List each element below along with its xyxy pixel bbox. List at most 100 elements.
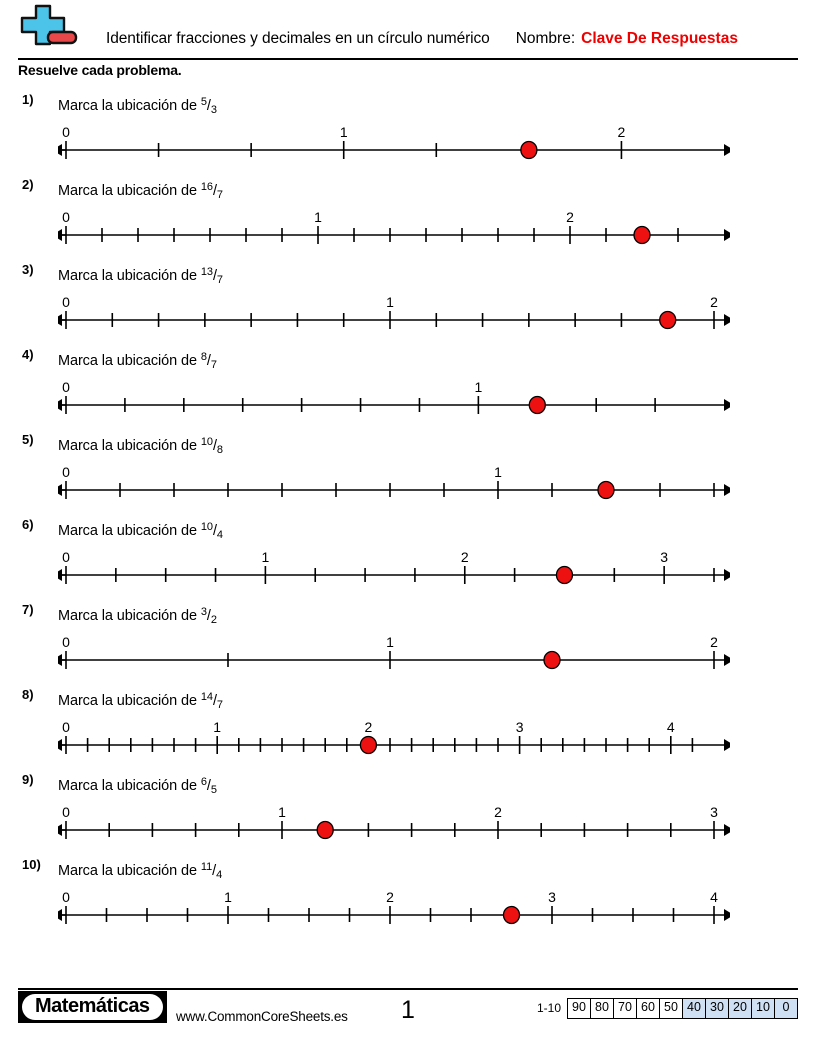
- number-line[interactable]: 0 1 2 3: [58, 798, 730, 846]
- fraction-denominator: 3: [210, 104, 217, 116]
- score-cell[interactable]: 0: [775, 999, 797, 1018]
- answer-dot[interactable]: [316, 820, 334, 840]
- number-line[interactable]: 0 1 2: [58, 288, 730, 336]
- problem-number: 6): [22, 517, 34, 532]
- axis-label: 1: [386, 634, 394, 650]
- problem-number: 3): [22, 262, 34, 277]
- answer-dot[interactable]: [597, 480, 615, 500]
- answer-dot[interactable]: [502, 905, 521, 925]
- problem-item: 7) Marca la ubicación de 3/2 0 1 2: [18, 596, 798, 681]
- score-cell[interactable]: 40: [683, 999, 706, 1018]
- problem-prompt: Marca la ubicación de 8/7: [58, 351, 217, 371]
- fraction-numerator: 10: [200, 436, 213, 448]
- fraction-slash: /: [206, 608, 211, 624]
- axis-label: 0: [62, 719, 70, 735]
- prompt-text: Marca la ubicación de: [58, 778, 197, 794]
- score-cell[interactable]: 50: [660, 999, 683, 1018]
- brand-badge: Matemáticas: [18, 991, 167, 1023]
- fraction-value: 13/7: [201, 266, 223, 286]
- score-cell[interactable]: 60: [637, 999, 660, 1018]
- answer-dot[interactable]: [359, 735, 378, 755]
- fraction-value: 10/4: [201, 521, 223, 541]
- answer-dot[interactable]: [543, 650, 561, 670]
- axis-label: 2: [386, 889, 394, 905]
- answer-dot[interactable]: [633, 225, 651, 245]
- fraction-numerator: 3: [200, 606, 207, 618]
- axis-label: 1: [213, 719, 221, 735]
- score-cell[interactable]: 80: [591, 999, 614, 1018]
- footer-divider: [18, 988, 798, 990]
- axis-label: 3: [710, 804, 718, 820]
- page-title: Identificar fracciones y decimales en un…: [106, 30, 490, 47]
- fraction-numerator: 14: [200, 691, 213, 703]
- number-line[interactable]: 0 1 2 3 4: [58, 713, 730, 761]
- score-cell[interactable]: 30: [706, 999, 729, 1018]
- problem-number: 8): [22, 687, 34, 702]
- fraction-slash: /: [212, 863, 217, 879]
- page-footer: Matemáticas www.CommonCoreSheets.es 1 1-…: [18, 988, 798, 1034]
- number-line[interactable]: 0 1 2 3: [58, 543, 730, 591]
- site-url: www.CommonCoreSheets.es: [176, 1009, 348, 1024]
- fraction-denominator: 5: [210, 784, 217, 796]
- answer-dot[interactable]: [555, 565, 574, 585]
- fraction-slash: /: [212, 183, 217, 199]
- fraction-numerator: 8: [200, 351, 207, 363]
- problem-item: 6) Marca la ubicación de 10/4 0 1 2 3: [18, 511, 798, 596]
- score-cell[interactable]: 10: [752, 999, 775, 1018]
- axis-label: 2: [710, 634, 718, 650]
- fraction-slash: /: [212, 693, 217, 709]
- problem-prompt: Marca la ubicación de 10/4: [58, 521, 223, 541]
- axis-label: 1: [224, 889, 232, 905]
- fraction-slash: /: [212, 268, 217, 284]
- axis-label: 3: [660, 549, 668, 565]
- fraction-numerator: 13: [200, 266, 213, 278]
- score-cell[interactable]: 90: [568, 999, 591, 1018]
- axis-label: 1: [340, 124, 348, 140]
- axis-label: 1: [474, 379, 482, 395]
- problem-prompt: Marca la ubicación de 13/7: [58, 266, 223, 286]
- number-line[interactable]: 0 1 2 3 4: [58, 883, 730, 931]
- prompt-text: Marca la ubicación de: [58, 438, 197, 454]
- answer-dot[interactable]: [520, 140, 538, 160]
- prompt-text: Marca la ubicación de: [58, 863, 197, 879]
- axis-label: 0: [62, 124, 70, 140]
- answer-dot[interactable]: [528, 395, 546, 415]
- brand-name: Matemáticas: [22, 994, 163, 1020]
- axis-label: 2: [566, 209, 574, 225]
- problem-item: 10) Marca la ubicación de 11/4 0 1 2 3 4: [18, 851, 798, 936]
- axis-label: 4: [710, 889, 718, 905]
- axis-label: 0: [62, 549, 70, 565]
- answer-key-value: Clave De Respuestas: [581, 30, 738, 47]
- number-line[interactable]: 0 1 2: [58, 628, 730, 676]
- axis-label: 2: [461, 549, 469, 565]
- problem-prompt: Marca la ubicación de 5/3: [58, 96, 217, 116]
- score-grid: 90 80 70 60 50 40 30 20 10 0: [567, 998, 798, 1019]
- axis-label: 0: [62, 804, 70, 820]
- fraction-value: 5/3: [201, 96, 217, 116]
- fraction-numerator: 5: [200, 96, 207, 108]
- answer-dot[interactable]: [659, 310, 677, 330]
- number-line[interactable]: 0 1 2: [58, 203, 730, 251]
- fraction-denominator: 8: [216, 444, 223, 456]
- problem-number: 7): [22, 602, 34, 617]
- prompt-text: Marca la ubicación de: [58, 268, 197, 284]
- fraction-numerator: 10: [200, 521, 213, 533]
- fraction-value: 8/7: [201, 351, 217, 371]
- number-line[interactable]: 0 1 2: [58, 118, 730, 166]
- problem-prompt: Marca la ubicación de 16/7: [58, 181, 223, 201]
- score-cell[interactable]: 70: [614, 999, 637, 1018]
- score-cell[interactable]: 20: [729, 999, 752, 1018]
- problem-prompt: Marca la ubicación de 11/4: [58, 861, 222, 881]
- axis-label: 1: [278, 804, 286, 820]
- problem-number: 9): [22, 772, 34, 787]
- fraction-value: 10/8: [201, 436, 223, 456]
- axis-label: 0: [62, 379, 70, 395]
- plus-block-logo-icon: [18, 4, 82, 50]
- axis-label: 2: [710, 294, 718, 310]
- axis-label: 1: [386, 294, 394, 310]
- fraction-slash: /: [212, 523, 217, 539]
- axis-label: 0: [62, 889, 70, 905]
